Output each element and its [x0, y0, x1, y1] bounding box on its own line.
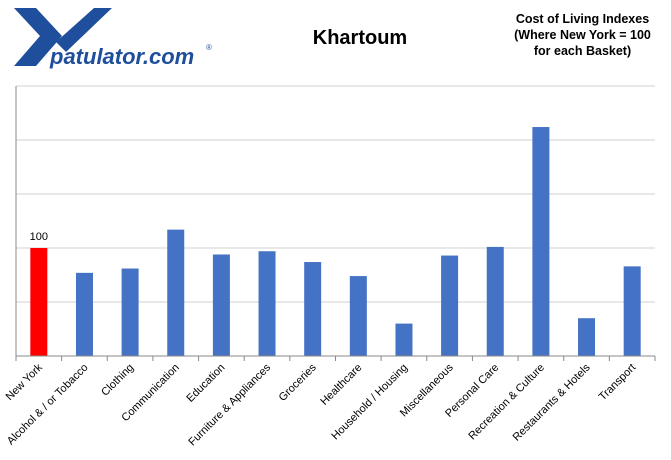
gridlines [16, 85, 655, 357]
data-label: 100 [30, 231, 48, 243]
bars: 100 [30, 127, 641, 356]
logo-text: patulator.com [49, 44, 194, 69]
category-label: Clothing [99, 362, 136, 399]
bar [304, 262, 322, 356]
bar [212, 254, 230, 356]
bar [578, 318, 596, 356]
category-label: Healthcare [318, 362, 364, 408]
category-label: Recreation & Culture [466, 362, 547, 443]
xpatulator-logo: patulator.com ® [14, 8, 212, 69]
bar [532, 127, 550, 356]
logo-x-mark-right [56, 8, 112, 52]
category-label: Education [184, 362, 227, 405]
subtitle-line-3: for each Basket) [533, 44, 632, 58]
bar [623, 266, 641, 356]
category-label: Furniture & Appliances [186, 361, 273, 448]
bar [349, 276, 367, 356]
category-label: Alcohol & / or Tobacco [5, 362, 91, 448]
logo-x-mark [14, 8, 62, 66]
subtitle-line-2: (Where New York = 100 [514, 28, 651, 42]
bar [75, 272, 93, 356]
chart-subtitle: Cost of Living Indexes (Where New York =… [500, 11, 665, 59]
category-label: Household / Housing [329, 362, 410, 443]
axes [15, 86, 656, 361]
category-label: New York [4, 361, 46, 403]
bar [258, 251, 276, 356]
chart-title: Khartoum [312, 27, 408, 49]
category-label: Groceries [277, 361, 320, 404]
bar [30, 248, 48, 356]
bar [395, 323, 413, 356]
category-label: Transport [597, 362, 638, 403]
subtitle-line-1: Cost of Living Indexes [515, 12, 650, 26]
logo-registered-mark: ® [206, 43, 212, 52]
category-label: Restaurants & Hotels [511, 361, 593, 443]
bar [486, 246, 504, 356]
bar [167, 229, 185, 356]
bar [121, 268, 139, 356]
bar [441, 255, 459, 356]
